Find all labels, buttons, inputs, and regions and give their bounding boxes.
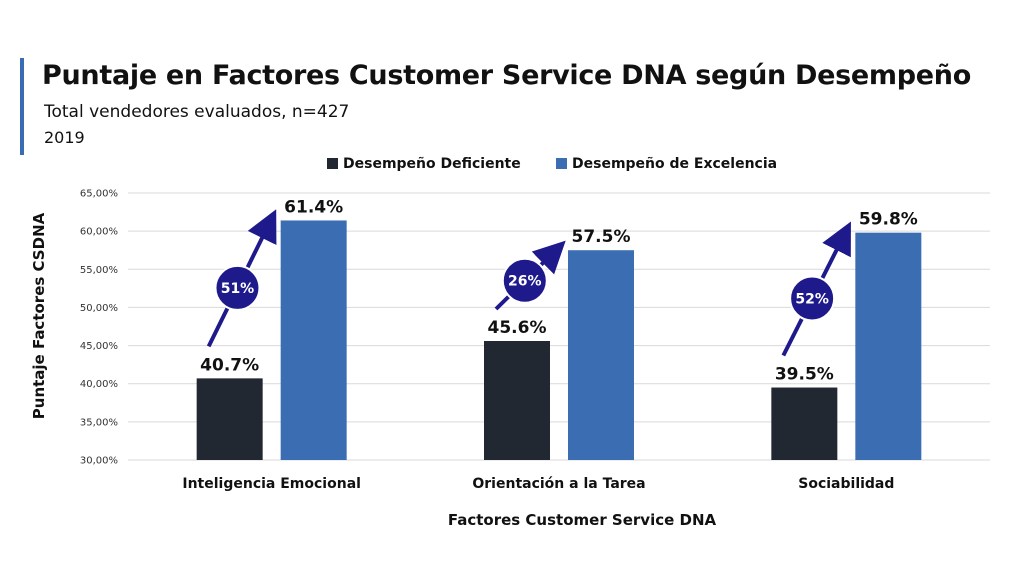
y-tick-label: 40,00% bbox=[80, 379, 118, 390]
y-tick-label: 35,00% bbox=[80, 417, 118, 428]
x-category-label: Sociabilidad bbox=[798, 476, 894, 492]
legend-label: Desempeño de Excelencia bbox=[572, 156, 777, 172]
x-category-label: Inteligencia Emocional bbox=[182, 476, 361, 492]
x-category-label: Orientación a la Tarea bbox=[472, 476, 645, 492]
increase-badge bbox=[214, 264, 261, 311]
legend-label: Desempeño Deficiente bbox=[343, 156, 521, 172]
y-tick-label: 30,00% bbox=[80, 456, 118, 467]
data-label: 39.5% bbox=[775, 365, 834, 385]
bar-deficiente bbox=[771, 387, 838, 460]
page-year: 2019 bbox=[44, 128, 85, 147]
y-tick-label: 45,00% bbox=[80, 341, 118, 352]
data-label: 40.7% bbox=[200, 355, 259, 375]
increase-badge-label: 52% bbox=[795, 291, 829, 307]
bar-excelencia bbox=[280, 220, 347, 460]
bar-deficiente bbox=[484, 340, 550, 460]
y-tick-label: 50,00% bbox=[80, 303, 118, 314]
title-accent-bar bbox=[20, 58, 24, 155]
data-label: 61.4% bbox=[284, 197, 343, 217]
legend-swatch bbox=[327, 158, 338, 169]
y-axis-title: Puntaje Factores CSDNA bbox=[30, 212, 48, 419]
y-tick-label: 65,00% bbox=[80, 189, 118, 200]
increase-badge bbox=[789, 275, 836, 322]
y-tick-label: 55,00% bbox=[80, 265, 118, 276]
page-title: Puntaje en Factores Customer Service DNA… bbox=[42, 60, 971, 91]
y-tick-label: 60,00% bbox=[80, 227, 118, 238]
increase-badge-label: 51% bbox=[221, 281, 255, 297]
bar-deficiente bbox=[196, 378, 263, 460]
bar-excelencia bbox=[855, 232, 922, 460]
data-label: 57.5% bbox=[572, 227, 631, 247]
x-axis-title: Factores Customer Service DNA bbox=[448, 511, 717, 529]
page-subtitle: Total vendedores evaluados, n=427 bbox=[44, 102, 350, 122]
data-label: 45.6% bbox=[488, 318, 547, 338]
increase-badge bbox=[501, 257, 548, 304]
legend-swatch bbox=[556, 158, 567, 169]
increase-badge-label: 26% bbox=[508, 274, 542, 290]
data-label: 59.8% bbox=[859, 210, 918, 230]
bar-excelencia bbox=[568, 250, 634, 460]
